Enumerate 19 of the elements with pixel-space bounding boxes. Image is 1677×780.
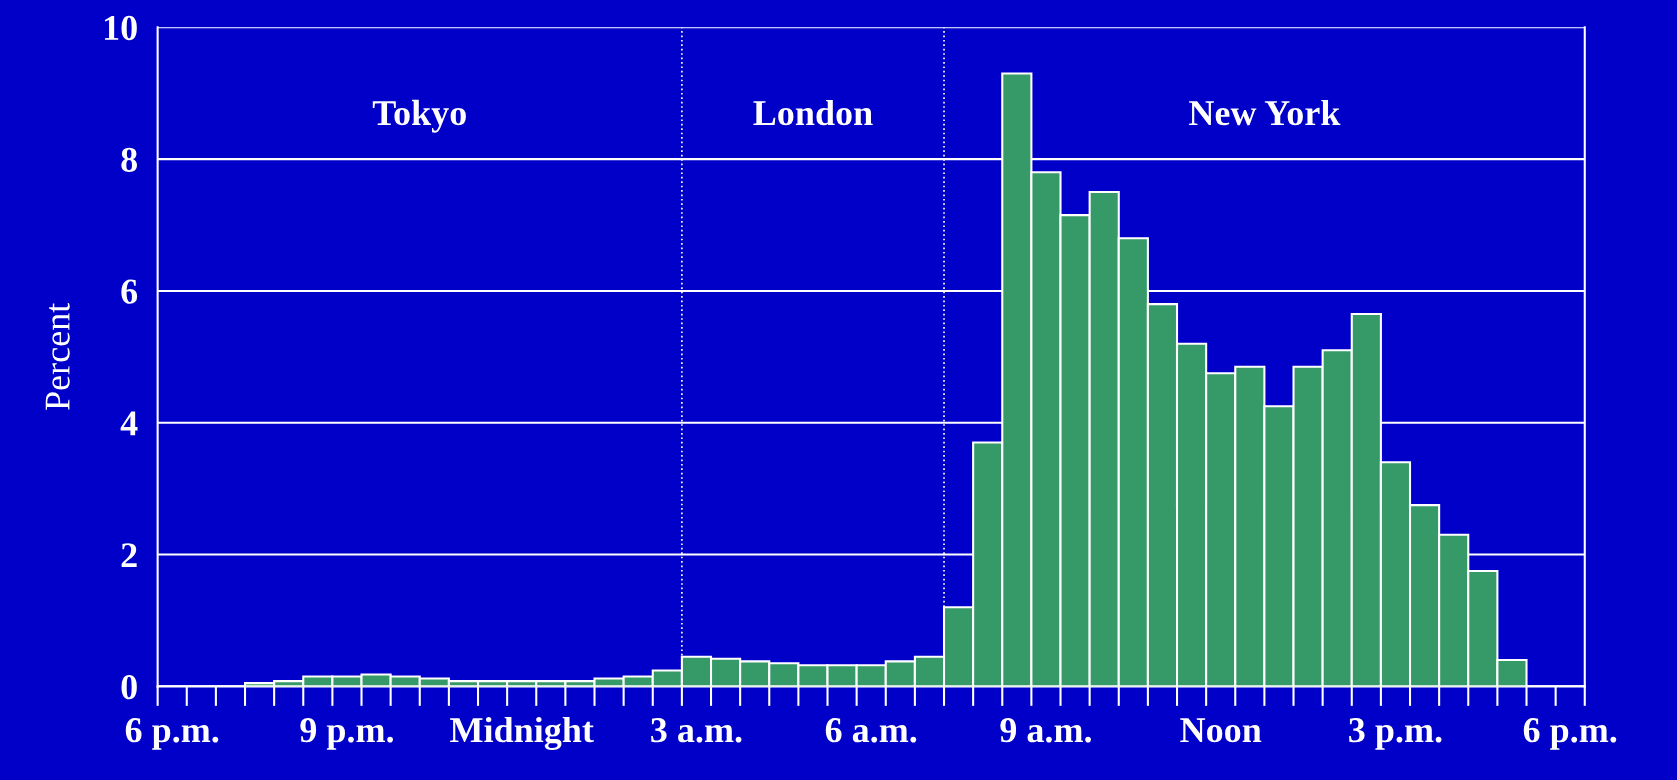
x-tick-label: Noon — [1180, 718, 1262, 743]
y-tick-label: 10 — [104, 15, 137, 41]
x-tick-label: Midnight — [450, 716, 594, 750]
x-tick-label: 3 a.m. — [651, 718, 742, 743]
annotation: New York — [1189, 99, 1341, 126]
x-tick-label: 3 p.m. — [1349, 718, 1442, 750]
x-tick-label: 6 a.m. — [825, 718, 917, 743]
y-tick-label: 2 — [121, 543, 137, 568]
y-tick-label: 0 — [121, 674, 137, 700]
y-tick-label: 8 — [121, 147, 137, 172]
y-axis-title: Percent — [45, 302, 70, 410]
y-tick-label: 4 — [120, 411, 138, 436]
x-tick-label: 6 p.m. — [1523, 718, 1617, 750]
annotation: London — [753, 99, 873, 126]
x-tick-label: 6 p.m. — [125, 718, 219, 750]
annotation: Tokyo — [372, 99, 466, 133]
x-tick-label: 9 a.m. — [1000, 718, 1091, 743]
y-tick-label: 6 — [121, 279, 138, 304]
x-tick-label: 9 p.m. — [300, 718, 394, 750]
